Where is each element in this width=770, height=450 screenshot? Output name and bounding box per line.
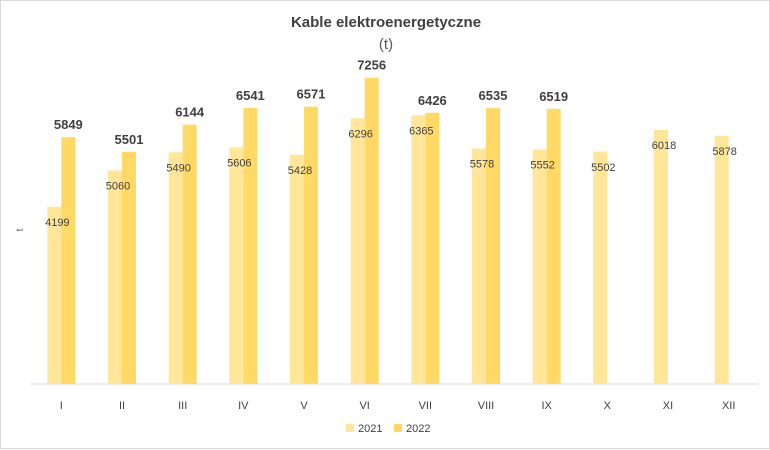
chart-title: Kable elektroenergetyczne bbox=[291, 14, 481, 31]
bar-2022-IV bbox=[243, 107, 258, 385]
x-tick-V: V bbox=[300, 400, 308, 412]
legend-label-2022: 2022 bbox=[406, 423, 430, 435]
bar-2021-XI bbox=[654, 129, 668, 384]
x-tick-II: II bbox=[119, 400, 125, 412]
x-tick-III: III bbox=[178, 400, 187, 412]
data-label-2022-III: 6144 bbox=[175, 105, 205, 120]
chart-subtitle: (t) bbox=[379, 36, 393, 53]
x-ticks-group: I II III IV V VI VII VIII IX X XI XII bbox=[60, 400, 736, 412]
bar-2021-XII bbox=[714, 135, 729, 384]
x-tick-VI: VI bbox=[359, 400, 369, 412]
bar-2021-VIII bbox=[472, 148, 486, 384]
data-label-2021-VII: 6365 bbox=[409, 125, 433, 137]
x-tick-XII: XII bbox=[722, 400, 735, 412]
x-tick-VII: VII bbox=[419, 400, 432, 412]
legend: 2021 2022 bbox=[346, 423, 430, 435]
bar-2021-V bbox=[290, 154, 304, 384]
bar-2022-VI bbox=[364, 77, 379, 384]
data-label-2021-II: 5060 bbox=[106, 180, 130, 192]
bar-2021-I bbox=[47, 206, 62, 384]
bar-2022-IX bbox=[546, 108, 561, 384]
data-label-2022-I: 5849 bbox=[54, 117, 83, 132]
bar-2021-II bbox=[108, 170, 122, 384]
data-label-2022-IV: 6541 bbox=[236, 88, 265, 103]
data-label-2021-X: 5502 bbox=[591, 162, 615, 174]
legend-swatch-2021 bbox=[346, 424, 354, 432]
x-tick-I: I bbox=[60, 400, 63, 412]
data-label-2021-V: 5428 bbox=[288, 165, 312, 177]
data-label-2021-IV: 5606 bbox=[227, 157, 251, 169]
bar-2021-VII bbox=[411, 115, 426, 384]
data-label-2021-IX: 5552 bbox=[530, 160, 554, 172]
x-tick-XI: XI bbox=[663, 400, 673, 412]
bar-2022-I bbox=[61, 137, 76, 384]
x-tick-X: X bbox=[604, 400, 612, 412]
bar-2021-III bbox=[168, 152, 183, 384]
bar-2021-VI bbox=[350, 118, 365, 385]
bar-2022-VIII bbox=[486, 108, 500, 384]
x-tick-IX: IX bbox=[541, 400, 552, 412]
bar-2021-X bbox=[593, 151, 608, 384]
y-axis-label: t bbox=[15, 228, 26, 231]
bar-2022-VII bbox=[425, 112, 440, 384]
bars-group bbox=[47, 77, 729, 385]
data-label-2022-IX: 6519 bbox=[539, 89, 568, 104]
bar-2022-V bbox=[304, 106, 318, 385]
x-tick-IV: IV bbox=[238, 400, 249, 412]
data-label-2021-XII: 5878 bbox=[712, 146, 736, 158]
data-label-2022-VII: 6426 bbox=[418, 93, 447, 108]
data-label-2022-V: 6571 bbox=[297, 87, 326, 102]
data-label-2022-II: 5501 bbox=[115, 132, 144, 147]
bar-2022-III bbox=[182, 124, 197, 384]
data-label-2021-I: 4199 bbox=[45, 217, 69, 229]
data-label-2021-VI: 6296 bbox=[348, 128, 372, 140]
bar-2021-IX bbox=[532, 149, 547, 384]
data-label-2022-VIII: 6535 bbox=[479, 88, 508, 103]
data-label-2022-VI: 7256 bbox=[357, 58, 386, 73]
data-label-2021-III: 5490 bbox=[166, 162, 190, 174]
x-tick-VIII: VIII bbox=[478, 400, 495, 412]
data-labels-group: 4199 5849 5060 5501 5490 6144 5606 6541 5428 6571… bbox=[45, 58, 737, 229]
legend-swatch-2022 bbox=[394, 424, 402, 432]
data-label-2021-VIII: 5578 bbox=[470, 159, 494, 171]
data-label-2021-XI: 6018 bbox=[652, 140, 676, 152]
bar-2022-II bbox=[122, 151, 136, 384]
legend-label-2021: 2021 bbox=[358, 423, 382, 435]
bar-2021-IV bbox=[229, 147, 244, 384]
